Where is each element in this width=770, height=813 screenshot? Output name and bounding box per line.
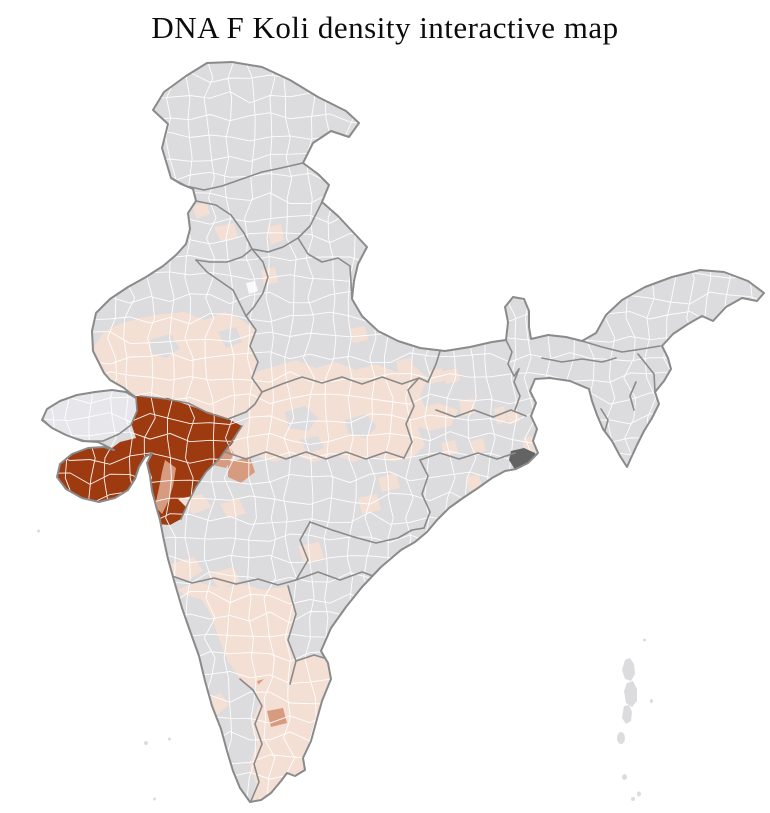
region-uttarakhand-cell[interactable] bbox=[267, 224, 284, 245]
state-border-line bbox=[505, 339, 520, 377]
state-border-line bbox=[297, 237, 353, 300]
state-border-line bbox=[139, 395, 247, 420]
state-border-line bbox=[541, 357, 617, 363]
state-border-line bbox=[239, 678, 254, 691]
state-border-line bbox=[637, 353, 656, 392]
state-border-line bbox=[403, 377, 420, 459]
state-border-line bbox=[427, 347, 442, 383]
state-border-line bbox=[245, 315, 263, 413]
region-madhya-pradesh[interactable] bbox=[225, 360, 428, 462]
region-odisha-cells[interactable] bbox=[466, 474, 482, 491]
state-border-line bbox=[435, 409, 527, 418]
state-border-line bbox=[195, 200, 253, 250]
region-delhi-cell[interactable] bbox=[246, 281, 258, 294]
state-border-line bbox=[195, 248, 253, 263]
state-border-line bbox=[309, 521, 425, 544]
state-border-line bbox=[581, 340, 661, 353]
region-lakshadweep[interactable] bbox=[37, 529, 171, 801]
state-border-line bbox=[251, 201, 323, 253]
state-border-line bbox=[261, 376, 429, 393]
state-border-line bbox=[513, 368, 521, 411]
region-bihar-jharkhand-cells[interactable] bbox=[441, 368, 520, 457]
state-border-line bbox=[419, 452, 516, 461]
region-punjab-cells[interactable] bbox=[192, 202, 238, 242]
region-tamil-nadu[interactable] bbox=[249, 655, 340, 801]
india-outline bbox=[41, 61, 765, 803]
state-border-line bbox=[224, 451, 405, 460]
state-border-line bbox=[629, 381, 637, 411]
state-border-line bbox=[195, 259, 247, 317]
region-andaman-nicobar[interactable] bbox=[617, 638, 653, 802]
region-fills bbox=[42, 62, 764, 802]
region-chhattisgarh-north-cells[interactable] bbox=[414, 403, 458, 431]
region-maharashtra-cells[interactable] bbox=[171, 473, 400, 589]
state-border-line bbox=[287, 585, 297, 685]
state-border-line bbox=[250, 689, 263, 802]
region-rajasthan-south[interactable] bbox=[92, 312, 262, 419]
region-west-bengal-cells[interactable] bbox=[494, 406, 535, 455]
region-haryana-cell[interactable] bbox=[261, 267, 278, 286]
page-title: DNA F Koli density interactive map bbox=[151, 10, 619, 45]
state-border-line bbox=[180, 425, 243, 520]
state-border-line bbox=[171, 575, 297, 586]
state-borders bbox=[42, 162, 661, 802]
region-uttar-pradesh-cells[interactable] bbox=[350, 326, 445, 384]
state-border-line bbox=[295, 521, 311, 581]
state-border-line bbox=[245, 248, 269, 317]
region-gray-district-cells[interactable] bbox=[150, 327, 377, 453]
state-border-line bbox=[419, 459, 431, 529]
